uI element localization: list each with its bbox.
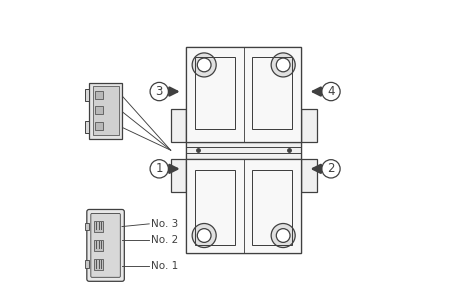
Circle shape	[271, 223, 295, 248]
Bar	[187, 47, 301, 253]
Circle shape	[192, 223, 216, 248]
Bar	[85, 121, 89, 133]
Circle shape	[276, 229, 290, 242]
Text: 1: 1	[155, 162, 163, 175]
Circle shape	[276, 58, 290, 72]
Bar	[187, 142, 301, 159]
FancyBboxPatch shape	[87, 210, 124, 281]
FancyBboxPatch shape	[91, 214, 120, 277]
Circle shape	[150, 82, 169, 101]
Bar	[187, 47, 301, 142]
Bar	[92, 86, 119, 135]
Bar	[187, 159, 301, 253]
Bar	[85, 260, 89, 268]
Text: No. 3: No. 3	[151, 219, 178, 229]
Bar	[85, 223, 89, 230]
Bar	[195, 170, 235, 245]
Circle shape	[322, 160, 340, 178]
Circle shape	[322, 82, 340, 101]
Bar	[252, 170, 292, 245]
Bar	[301, 159, 317, 192]
Text: 3: 3	[155, 85, 163, 98]
Bar	[94, 221, 103, 232]
Circle shape	[192, 53, 216, 77]
Bar	[195, 57, 235, 129]
Circle shape	[150, 160, 169, 178]
Circle shape	[198, 229, 211, 242]
Text: No. 2: No. 2	[151, 235, 178, 245]
Text: 4: 4	[327, 85, 335, 98]
Bar	[89, 83, 122, 139]
Bar	[96, 91, 102, 99]
Bar	[171, 159, 187, 192]
Bar	[96, 122, 102, 130]
Bar	[252, 57, 292, 129]
Bar	[171, 109, 187, 142]
Bar	[94, 259, 103, 271]
Bar	[94, 240, 103, 251]
Bar	[85, 88, 89, 101]
Circle shape	[271, 53, 295, 77]
Bar	[96, 106, 102, 114]
Circle shape	[198, 58, 211, 72]
Bar	[301, 109, 317, 142]
Text: 2: 2	[327, 162, 335, 175]
Text: No. 1: No. 1	[151, 261, 178, 271]
